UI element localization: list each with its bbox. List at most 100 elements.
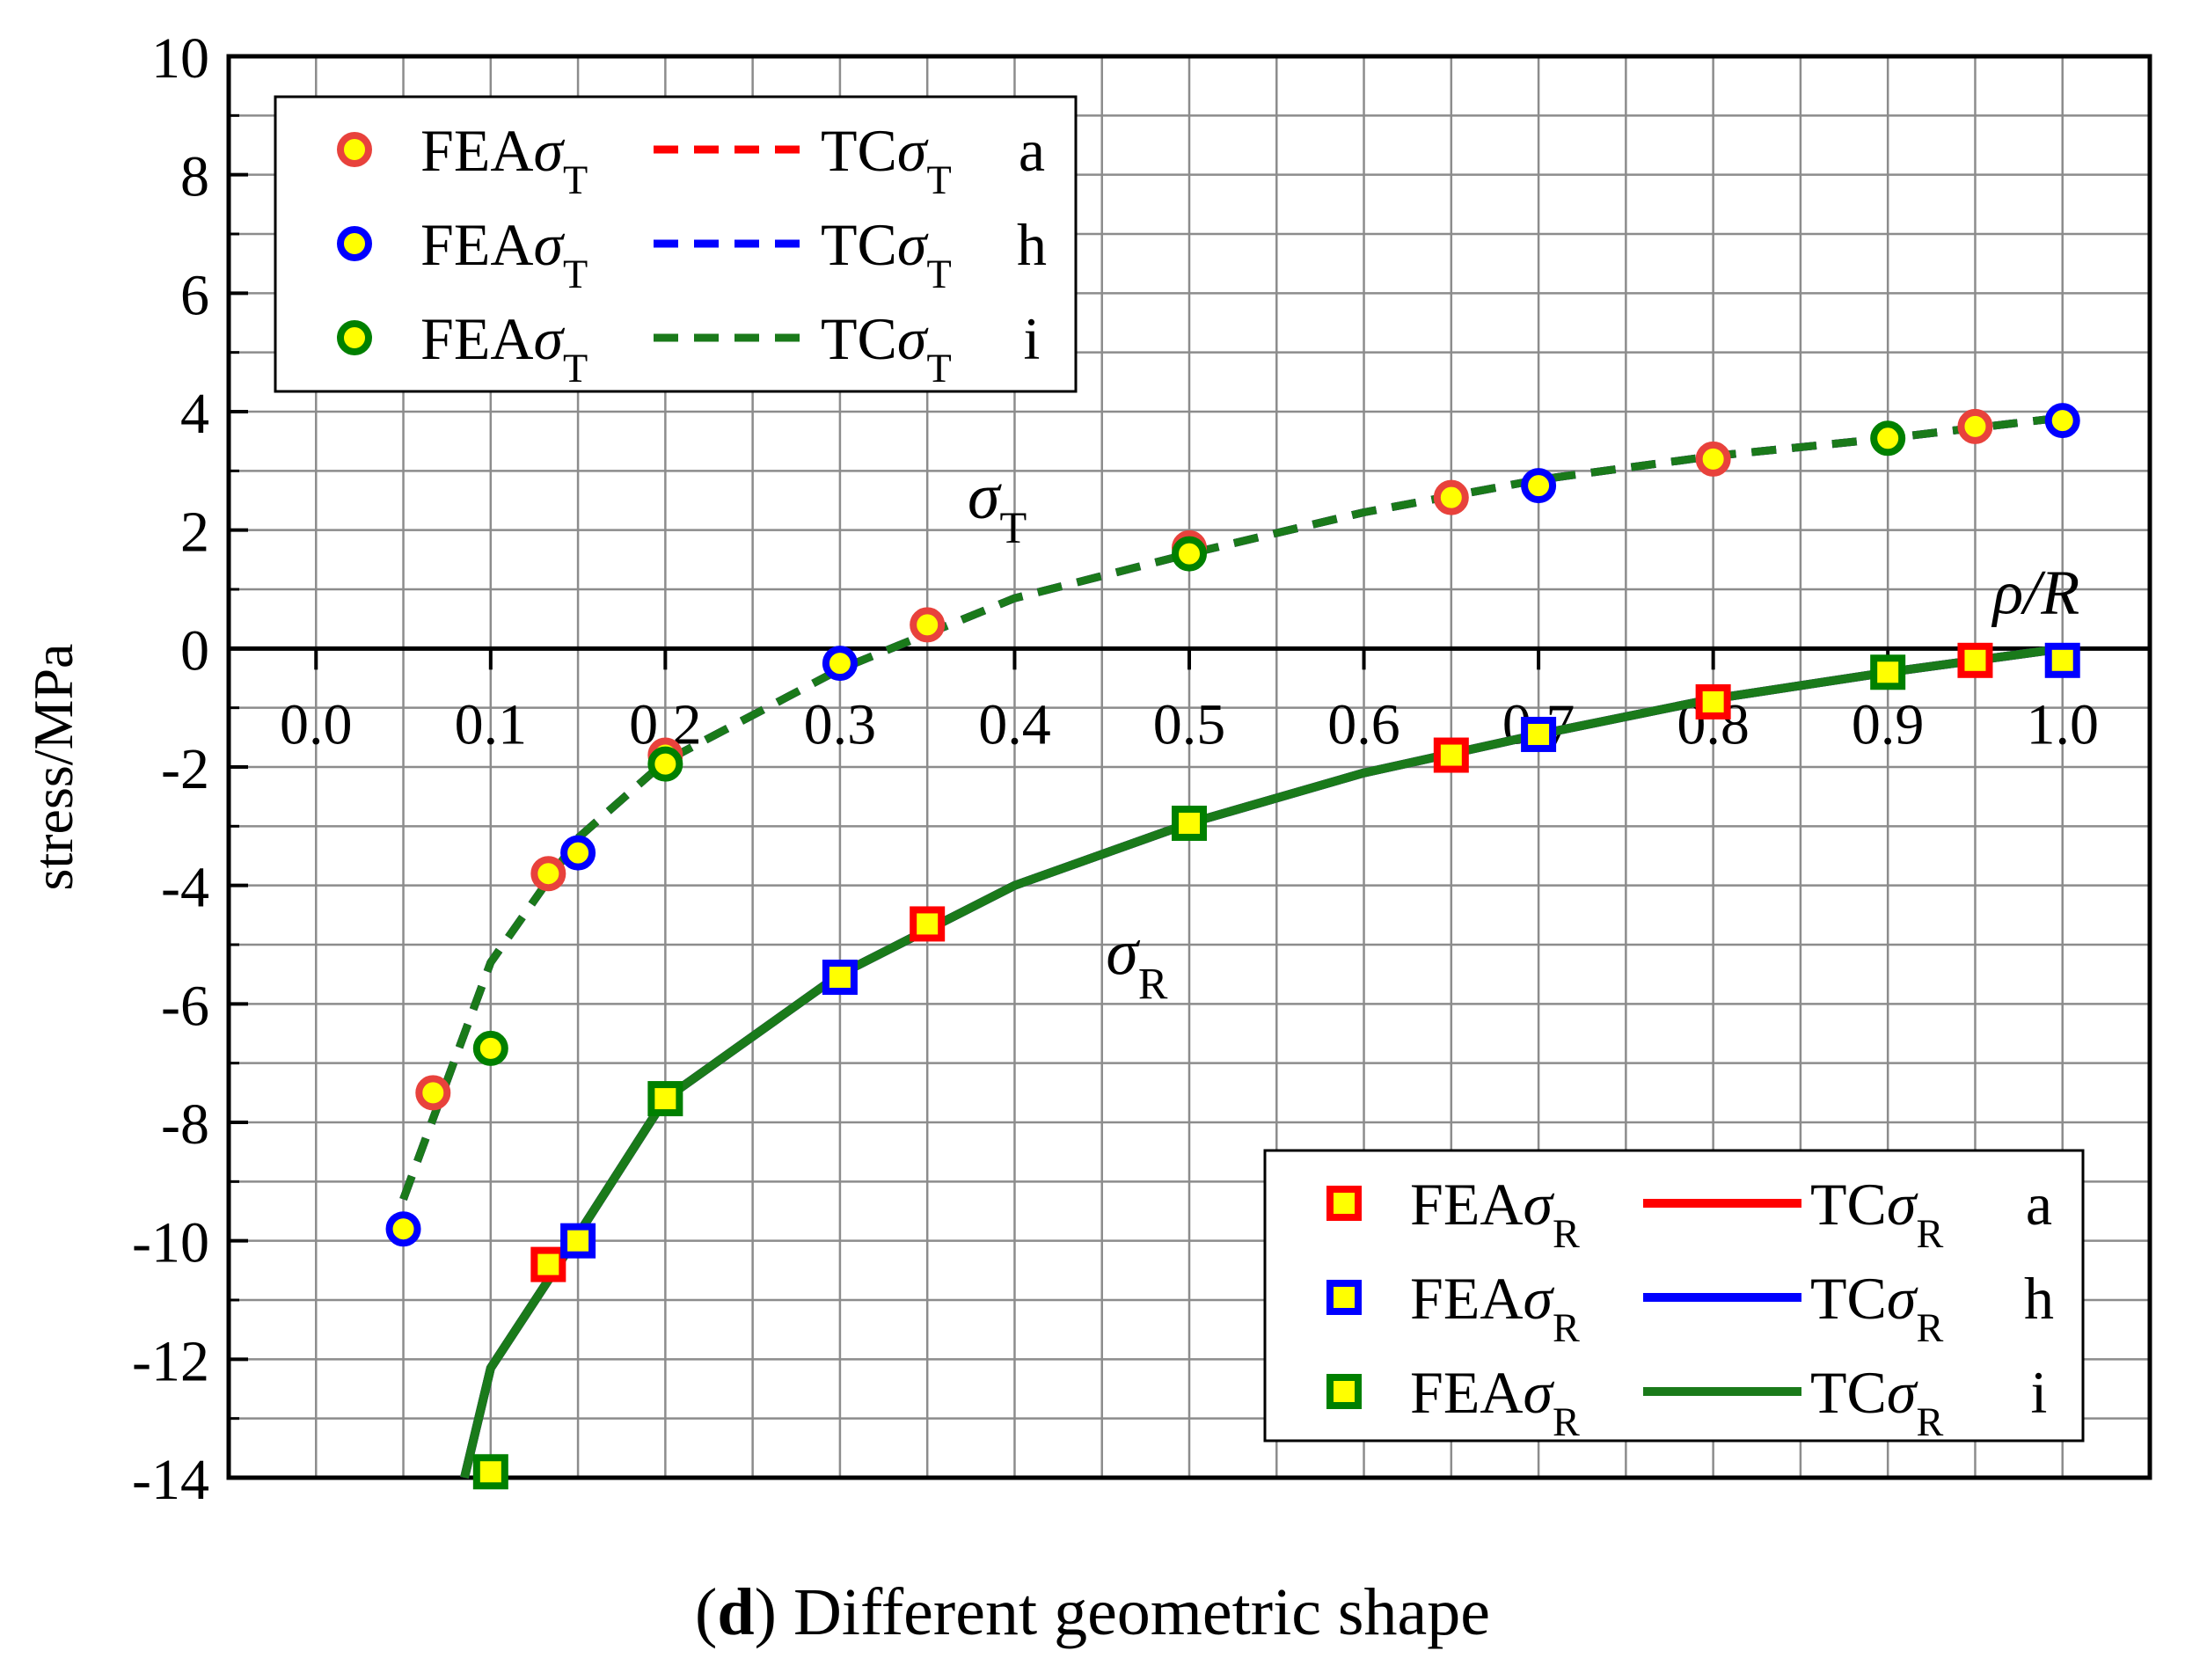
data-point	[472, 1030, 508, 1066]
legend-tc-text: TC	[1810, 1359, 1887, 1426]
legend-sigma: σ	[1523, 1171, 1554, 1238]
legend-sigma: σ	[533, 211, 565, 278]
legend-subscript: R	[1916, 1306, 1943, 1351]
data-point	[910, 607, 946, 643]
data-point	[1957, 408, 1993, 444]
data-point	[2044, 403, 2080, 439]
legend-sigma: σ	[1523, 1265, 1554, 1332]
legend-sigma: σ	[897, 117, 929, 184]
data-point	[1957, 642, 1993, 678]
legend-case-label: i	[2031, 1359, 2048, 1426]
y-tick-label: 6	[180, 263, 209, 327]
legend-tc-text: TC	[821, 117, 897, 184]
x-axis-label-text: ρ/R	[1991, 557, 2080, 627]
legend-tc-label: TCσR	[1810, 1265, 1943, 1351]
annotation-symbol: σ	[968, 461, 1002, 533]
x-tick-label: 0.5	[1153, 692, 1226, 756]
data-point	[647, 746, 683, 782]
data-point	[560, 835, 596, 871]
data-point	[385, 1211, 421, 1247]
legend-case-label: h	[1017, 211, 1047, 278]
legend-tc-text: TC	[1810, 1171, 1887, 1238]
legend-tc-text: TC	[1810, 1265, 1887, 1332]
data-point	[647, 1081, 683, 1117]
legend-case-label: a	[1019, 117, 1045, 184]
legend-subscript: T	[926, 347, 951, 391]
legend-marker	[1326, 1186, 1362, 1221]
x-tick-label: 0.0	[280, 692, 353, 756]
data-point	[1433, 479, 1469, 515]
legend-fea-text: FEA	[420, 117, 533, 184]
x-tick-label: 0.6	[1327, 692, 1400, 756]
legend-subscript: T	[563, 252, 588, 297]
data-point	[530, 856, 566, 892]
legend-subscript: T	[563, 347, 588, 391]
legend-sigma: σ	[533, 305, 565, 372]
legend-tc-label: TCσT	[821, 305, 952, 391]
legend-tc-label: TCσR	[1810, 1171, 1943, 1257]
legend-subscript: R	[1916, 1212, 1943, 1257]
legend-sigma: σ	[1887, 1359, 1918, 1426]
legend-tc-label: TCσT	[821, 211, 952, 297]
series	[385, 403, 2080, 1490]
y-tick-label: -14	[132, 1448, 209, 1512]
annotation-subscript: T	[999, 503, 1027, 552]
y-tick-label: -10	[132, 1211, 209, 1275]
data-point	[822, 646, 858, 682]
legend-subscript: R	[1553, 1400, 1580, 1445]
legend-fea-text: FEA	[1410, 1359, 1523, 1426]
legend-tc-label: TCσR	[1810, 1359, 1943, 1445]
x-tick-label: 1.0	[2026, 692, 2099, 756]
legend-sigma: σ	[1523, 1359, 1554, 1426]
x-axis-label: ρ/R	[1991, 557, 2080, 627]
caption-letter: d	[717, 1575, 755, 1649]
legend-subscript: T	[926, 252, 951, 297]
legend-marker	[1326, 1280, 1362, 1315]
legend-subscript: T	[563, 158, 588, 203]
y-tick-label: 8	[180, 145, 209, 209]
figure-caption: (d) Different geometric shape	[695, 1575, 1490, 1649]
legend-subscript: R	[1553, 1212, 1580, 1257]
legend-case-label: h	[2024, 1265, 2054, 1332]
legend-marker	[1326, 1374, 1362, 1409]
data-point	[1433, 737, 1469, 773]
data-point	[2044, 642, 2080, 678]
x-tick-label: 0.1	[455, 692, 528, 756]
legend-fea-label: FEAσT	[420, 211, 588, 297]
data-point	[472, 1454, 508, 1490]
x-tick-label: 0.9	[1852, 692, 1925, 756]
legend-fea-label: FEAσT	[420, 117, 588, 203]
data-point	[560, 1223, 596, 1259]
y-tick-label: 10	[151, 26, 209, 91]
legend-fea-label: FEAσR	[1410, 1359, 1580, 1445]
y-tick-label: -2	[161, 737, 209, 801]
legend-sigma: σ	[1887, 1171, 1918, 1238]
data-point	[1172, 536, 1207, 572]
legend-fea-label: FEAσR	[1410, 1265, 1580, 1351]
legend-fea-text: FEA	[420, 211, 533, 278]
data-point	[1870, 420, 1906, 457]
legend-sigma: σ	[897, 211, 929, 278]
y-axis-label: stress/MPa	[22, 644, 84, 891]
legend-sigma: σ	[1887, 1265, 1918, 1332]
y-tick-label: 2	[180, 500, 209, 565]
legend-fea-label: FEAσR	[1410, 1171, 1580, 1257]
annotation: σR	[1106, 917, 1168, 1009]
data-point	[822, 960, 858, 996]
y-tick-label: 0	[180, 618, 209, 683]
x-tick-label: 0.3	[804, 692, 877, 756]
data-point	[1172, 805, 1207, 841]
legend-sigma: σ	[533, 117, 565, 184]
data-point	[1870, 654, 1906, 690]
data-point	[530, 1246, 566, 1282]
legend-tc-text: TC	[821, 305, 897, 372]
data-point	[415, 1075, 451, 1111]
data-point	[1695, 683, 1731, 719]
y-tick-label: -6	[161, 974, 209, 1038]
legend-sigma: σ	[897, 305, 929, 372]
legend-marker	[337, 320, 372, 355]
annotation: σT	[968, 461, 1027, 552]
y-tick-label: 4	[180, 382, 209, 446]
